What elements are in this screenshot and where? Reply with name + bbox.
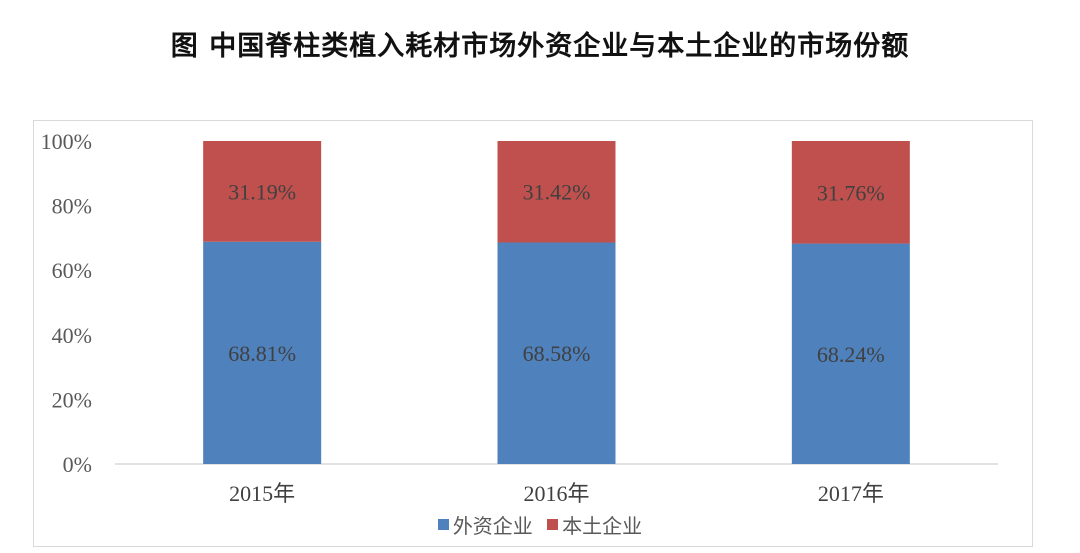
data-label-foreign: 68.24%	[817, 342, 885, 367]
data-label-foreign: 68.58%	[523, 341, 591, 366]
y-tick-label: 80%	[52, 194, 92, 219]
legend-item-domestic: 本土企业	[547, 510, 642, 539]
y-tick-label: 40%	[52, 323, 92, 348]
bar-domestic	[203, 141, 322, 242]
x-tick-label: 2017年	[818, 481, 884, 506]
data-label-foreign: 68.81%	[228, 341, 296, 366]
chart-title: 图 中国脊柱类植入耗材市场外资企业与本土企业的市场份额	[170, 31, 910, 62]
bar-domestic	[497, 141, 616, 243]
data-label-domestic: 31.19%	[228, 179, 296, 204]
x-tick-label: 2016年	[523, 481, 589, 506]
legend-label-domestic: 本土企业	[562, 514, 643, 538]
legend-swatch-domestic	[547, 519, 559, 530]
x-tick-label: 2015年	[229, 481, 295, 506]
chart-frame	[33, 120, 1033, 547]
bar-foreign	[203, 241, 322, 464]
legend-item-foreign: 外资企业	[437, 510, 533, 539]
y-tick-label: 20%	[52, 387, 92, 412]
bar-foreign	[791, 243, 910, 464]
y-tick-label: 60%	[52, 258, 92, 283]
bar-domestic	[791, 141, 910, 244]
data-label-domestic: 31.76%	[817, 180, 885, 205]
y-tick-label: 0%	[63, 452, 92, 477]
bar-foreign	[497, 242, 616, 464]
chart-legend: 外资企业 本土企业	[0, 510, 1080, 539]
legend-label-foreign: 外资企业	[452, 514, 533, 538]
legend-swatch-foreign	[437, 519, 449, 530]
data-label-domestic: 31.42%	[523, 180, 591, 205]
y-tick-label: 100%	[41, 129, 92, 154]
